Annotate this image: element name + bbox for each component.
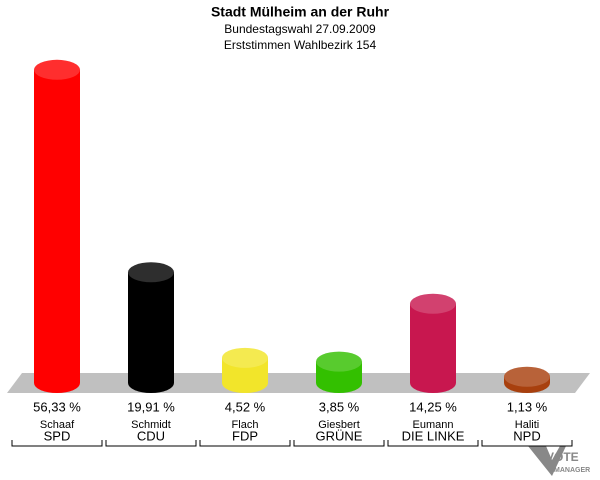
label-bracket [481,440,573,447]
logo-mark [528,446,566,476]
candidate-label: Haliti [515,419,539,431]
party-label: NPD [513,428,540,443]
value-label: 19,91 % [127,399,175,414]
logo: VOTE MANAGER [528,446,590,476]
bar [222,357,268,393]
bar-top [504,366,550,387]
logo-text: VOTE [546,450,579,464]
bar-top [316,351,362,372]
bar-top [128,262,174,283]
party-label: FDP [232,428,258,443]
bar-top [34,59,80,80]
label-bracket [293,440,385,447]
label-bracket [387,440,479,447]
value-label: 14,25 % [409,399,457,414]
chart-subtitle: Bundestagswahl 27.09.2009 [224,22,376,36]
party-label: CDU [137,428,165,443]
value-label: 56,33 % [33,399,81,414]
candidate-label: Giesbert [318,419,360,431]
chart-subtitle: Erststimmen Wahlbezirk 154 [224,38,377,52]
value-label: 3,85 % [319,399,360,414]
label-bracket [105,440,197,447]
party-label: DIE LINKE [402,428,465,443]
logo-text: MANAGER [554,467,590,474]
candidate-label: Eumann [413,419,454,431]
bar-top [222,347,268,368]
candidate-label: Schmidt [131,419,171,431]
party-label: SPD [44,428,71,443]
floor [7,373,590,393]
bar [128,272,174,393]
label-bracket [199,440,291,447]
value-label: 1,13 % [507,399,548,414]
bar [410,303,456,393]
bar-top [410,293,456,314]
value-label: 4,52 % [225,399,266,414]
candidate-label: Schaaf [40,419,75,431]
label-bracket [11,440,103,447]
party-label: GRÜNE [316,428,363,443]
chart-title: Stadt Mülheim an der Ruhr [211,4,390,20]
candidate-label: Flach [232,419,259,431]
bar [34,69,80,393]
